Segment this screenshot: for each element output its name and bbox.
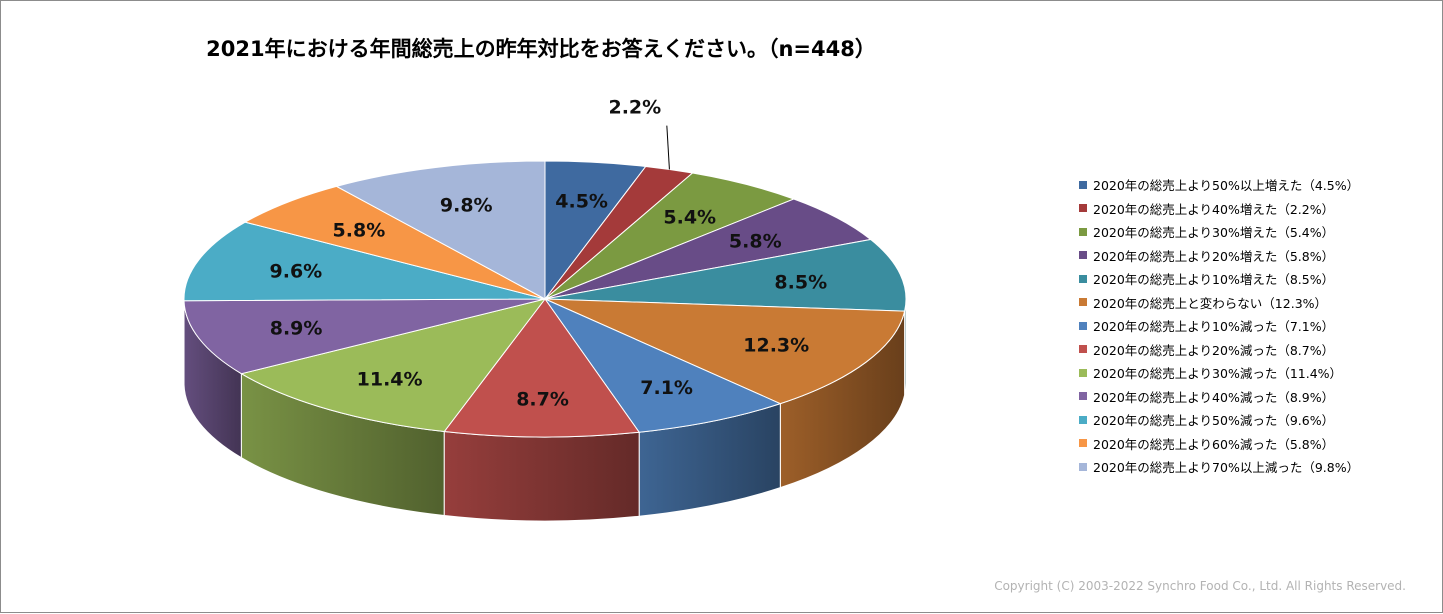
data-label: 8.9%: [270, 318, 323, 340]
legend-swatch: [1079, 369, 1087, 377]
data-label: 11.4%: [357, 369, 423, 391]
legend-label: 2020年の総売上より10%減った（7.1%）: [1093, 316, 1334, 335]
legend-swatch: [1079, 416, 1087, 424]
legend-item: 2020年の総売上より40%増えた（2.2%）: [1079, 197, 1359, 221]
legend-label: 2020年の総売上より10%増えた（8.5%）: [1093, 269, 1334, 288]
data-label: 9.8%: [440, 194, 493, 216]
legend-label: 2020年の総売上より20%減った（8.7%）: [1093, 340, 1334, 359]
legend-item: 2020年の総売上より50%以上増えた（4.5%）: [1079, 173, 1359, 197]
data-label: 5.4%: [663, 206, 716, 228]
legend-swatch: [1079, 275, 1087, 283]
data-label: 2.2%: [608, 97, 661, 119]
legend-label: 2020年の総売上より50%以上増えた（4.5%）: [1093, 175, 1359, 194]
legend-item: 2020年の総売上より30%減った（11.4%）: [1079, 361, 1359, 385]
legend-label: 2020年の総売上より30%増えた（5.4%）: [1093, 222, 1334, 241]
legend-label: 2020年の総売上より60%減った（5.8%）: [1093, 434, 1334, 453]
data-label: 9.6%: [270, 261, 323, 283]
data-label: 5.8%: [729, 231, 782, 253]
data-label: 12.3%: [743, 334, 809, 356]
legend-item: 2020年の総売上より40%減った（8.9%）: [1079, 385, 1359, 409]
data-label: 7.1%: [640, 377, 693, 399]
legend-swatch: [1079, 322, 1087, 330]
legend-label: 2020年の総売上より20%増えた（5.8%）: [1093, 246, 1334, 265]
legend-item: 2020年の総売上より20%減った（8.7%）: [1079, 338, 1359, 362]
legend-swatch: [1079, 392, 1087, 400]
legend-item: 2020年の総売上と変わらない（12.3%）: [1079, 291, 1359, 315]
legend-label: 2020年の総売上より50%減った（9.6%）: [1093, 410, 1334, 429]
legend-swatch: [1079, 463, 1087, 471]
legend-item: 2020年の総売上より20%増えた（5.8%）: [1079, 244, 1359, 268]
legend-item: 2020年の総売上より10%減った（7.1%）: [1079, 314, 1359, 338]
data-label: 4.5%: [555, 191, 608, 213]
legend-label: 2020年の総売上より40%減った（8.9%）: [1093, 387, 1334, 406]
legend-label: 2020年の総売上より30%減った（11.4%）: [1093, 363, 1342, 382]
legend-swatch: [1079, 181, 1087, 189]
legend-item: 2020年の総売上より10%増えた（8.5%）: [1079, 267, 1359, 291]
legend-swatch: [1079, 228, 1087, 236]
legend-swatch: [1079, 204, 1087, 212]
legend-item: 2020年の総売上より70%以上減った（9.8%）: [1079, 455, 1359, 479]
legend-item: 2020年の総売上より60%減った（5.8%）: [1079, 432, 1359, 456]
legend-swatch: [1079, 251, 1087, 259]
legend-item: 2020年の総売上より30%増えた（5.4%）: [1079, 220, 1359, 244]
legend-label: 2020年の総売上より40%増えた（2.2%）: [1093, 199, 1334, 218]
data-label: 8.5%: [774, 271, 827, 293]
data-label: 5.8%: [333, 220, 386, 242]
legend-swatch: [1079, 298, 1087, 306]
data-label: 8.7%: [516, 388, 569, 410]
pie-slice-side: [444, 432, 639, 521]
legend-label: 2020年の総売上と変わらない（12.3%）: [1093, 293, 1327, 312]
leader-line: [667, 126, 670, 170]
legend-swatch: [1079, 345, 1087, 353]
chart-legend: 2020年の総売上より50%以上増えた（4.5%） 2020年の総売上より40%増…: [1079, 173, 1359, 479]
legend-label: 2020年の総売上より70%以上減った（9.8%）: [1093, 457, 1359, 476]
legend-item: 2020年の総売上より50%減った（9.6%）: [1079, 408, 1359, 432]
legend-swatch: [1079, 439, 1087, 447]
copyright-text: Copyright (C) 2003-2022 Synchro Food Co.…: [994, 579, 1406, 593]
